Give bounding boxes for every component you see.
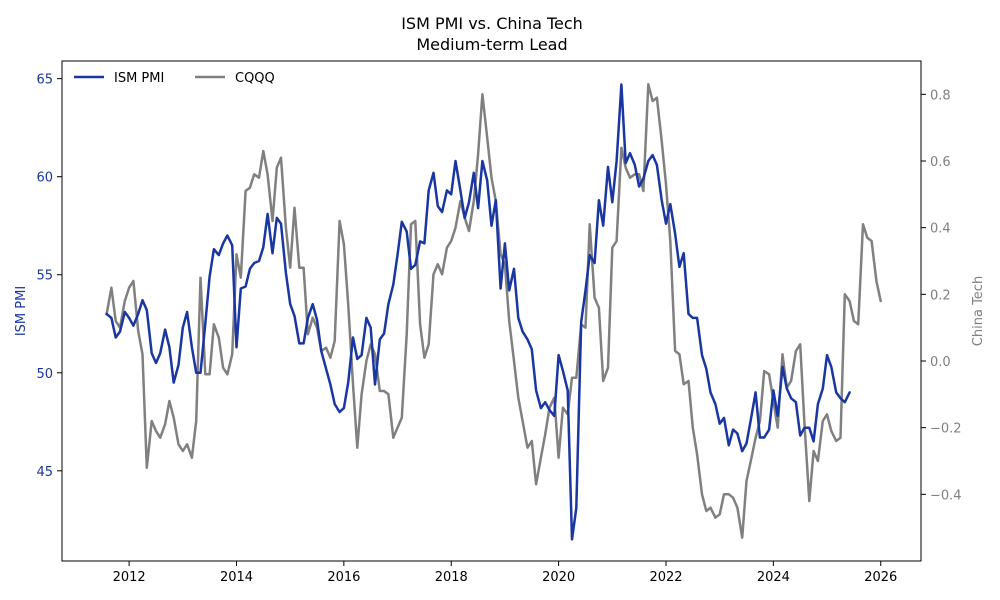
right-tick-label: 0.8 — [930, 88, 951, 103]
series-layer — [105, 83, 882, 541]
y-axis-label-left: ISM PMI — [14, 286, 29, 336]
right-axis-ticks: −0.4 −0.2 0.0 0.2 0.4 0.6 0.8 — [921, 88, 962, 503]
x-tick-label: 2016 — [327, 570, 360, 585]
chart-title: ISM PMI vs. China Tech — [401, 14, 583, 33]
left-axis-ticks: 45 50 55 60 65 — [36, 73, 62, 480]
right-tick-label: 0.4 — [930, 222, 951, 237]
right-tick-label: 0.6 — [930, 155, 951, 170]
x-tick-label: 2020 — [542, 570, 575, 585]
x-tick-label: 2018 — [435, 570, 468, 585]
left-tick-label: 60 — [36, 171, 53, 186]
legend-label-ism: ISM PMI — [114, 71, 164, 86]
x-tick-label: 2014 — [220, 570, 253, 585]
series-line-cqqq — [105, 83, 882, 539]
x-axis-ticks: 2012 2014 2016 2018 2020 2022 2024 2026 — [113, 561, 897, 585]
plot-frame — [61, 60, 922, 562]
x-tick-label: 2022 — [649, 570, 682, 585]
legend: ISM PMI CQQQ — [74, 71, 275, 86]
left-tick-label: 45 — [36, 465, 53, 480]
right-tick-label: −0.4 — [930, 488, 962, 503]
left-tick-label: 55 — [36, 269, 53, 284]
right-tick-label: 0.0 — [930, 355, 951, 370]
right-tick-label: −0.2 — [930, 422, 962, 437]
y-axis-label-right: China Tech — [971, 276, 986, 346]
left-tick-label: 50 — [36, 367, 53, 382]
x-tick-label: 2012 — [113, 570, 146, 585]
right-tick-label: 0.2 — [930, 288, 951, 303]
series-line-ism-pmi — [105, 83, 851, 541]
x-tick-label: 2026 — [864, 570, 897, 585]
left-tick-label: 65 — [36, 73, 53, 88]
chart-subtitle: Medium-term Lead — [416, 35, 567, 54]
x-tick-label: 2024 — [757, 570, 790, 585]
legend-label-cqqq: CQQQ — [235, 71, 275, 86]
